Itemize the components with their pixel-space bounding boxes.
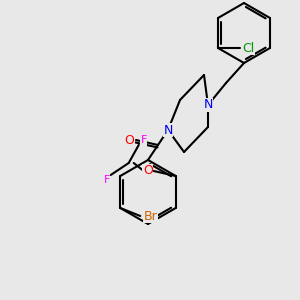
Text: Br: Br [143, 209, 157, 223]
Text: O: O [124, 134, 134, 146]
Text: N: N [203, 98, 213, 112]
Text: N: N [163, 124, 173, 136]
Text: F: F [103, 175, 110, 185]
Text: F: F [140, 135, 147, 145]
Text: O: O [143, 164, 153, 178]
Text: Cl: Cl [242, 41, 254, 55]
